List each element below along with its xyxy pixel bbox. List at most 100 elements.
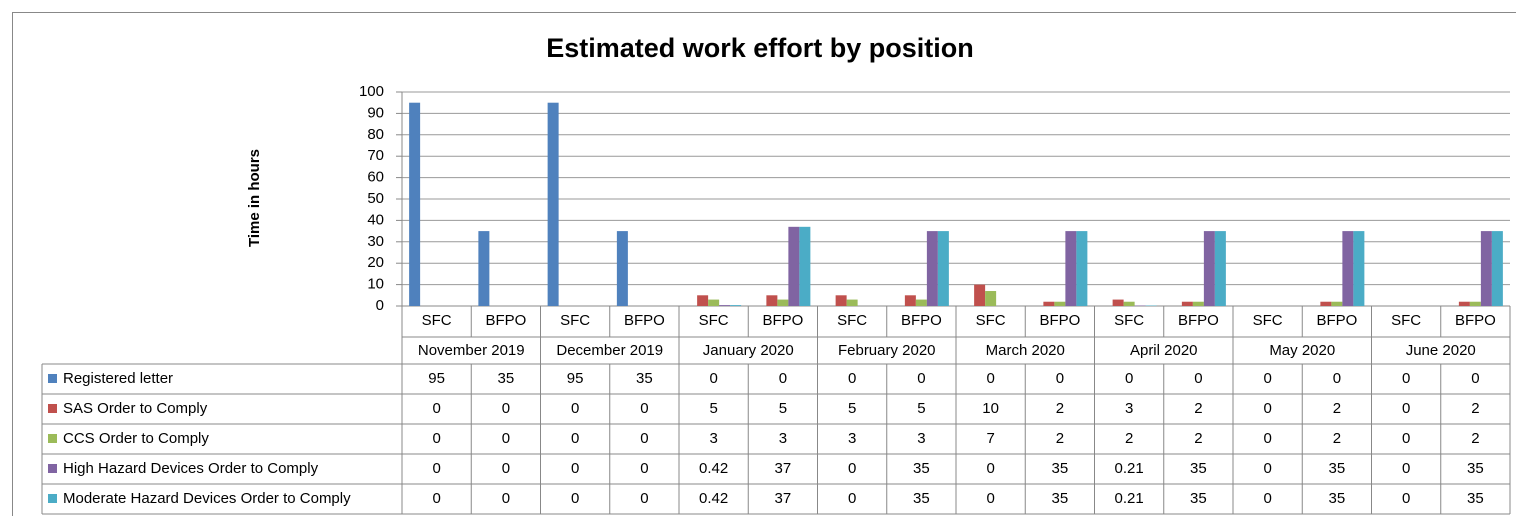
bar bbox=[1203, 231, 1215, 306]
table-value: 2 bbox=[1125, 430, 1133, 447]
bar bbox=[1491, 231, 1503, 306]
legend-key bbox=[48, 404, 57, 413]
x-tick-label: SFC bbox=[560, 312, 590, 329]
x-group-label: November 2019 bbox=[418, 342, 525, 359]
table-value: 0 bbox=[432, 400, 440, 417]
bar bbox=[1458, 301, 1470, 306]
x-tick-label: BFPO bbox=[485, 312, 526, 329]
y-tick-label: 70 bbox=[367, 147, 384, 164]
table-value: 35 bbox=[1052, 490, 1069, 507]
bar bbox=[1181, 301, 1193, 306]
bar bbox=[846, 299, 858, 306]
table-value: 0 bbox=[432, 460, 440, 477]
table-value: 2 bbox=[1056, 430, 1064, 447]
table-value: 5 bbox=[917, 400, 925, 417]
table-value: 0 bbox=[640, 400, 648, 417]
x-group-label: June 2020 bbox=[1406, 342, 1476, 359]
x-tick-label: BFPO bbox=[901, 312, 942, 329]
bar bbox=[697, 295, 709, 306]
bar bbox=[777, 299, 789, 306]
table-value: 35 bbox=[1190, 490, 1207, 507]
legend-label: Moderate Hazard Devices Order to Comply bbox=[63, 490, 351, 507]
bar bbox=[937, 231, 949, 306]
table-value: 0 bbox=[848, 370, 856, 387]
table-value: 3 bbox=[917, 430, 925, 447]
bar bbox=[1123, 301, 1135, 306]
table-value: 3 bbox=[1125, 400, 1133, 417]
x-tick-label: BFPO bbox=[1039, 312, 1080, 329]
bar bbox=[1076, 231, 1088, 306]
y-axis-label: Time in hours bbox=[246, 149, 263, 247]
table-value: 35 bbox=[1329, 460, 1346, 477]
table-value: 0 bbox=[640, 430, 648, 447]
table-value: 35 bbox=[913, 460, 930, 477]
legend-label: SAS Order to Comply bbox=[63, 400, 208, 417]
bar bbox=[1054, 301, 1066, 306]
table-value: 2 bbox=[1333, 430, 1341, 447]
table-value: 0 bbox=[1402, 430, 1410, 447]
table-value: 0 bbox=[432, 430, 440, 447]
table-value: 0 bbox=[571, 490, 579, 507]
bar bbox=[915, 299, 927, 306]
legend-label: Registered letter bbox=[63, 370, 173, 387]
chart-frame bbox=[12, 12, 1516, 516]
x-tick-label: SFC bbox=[1114, 312, 1144, 329]
x-tick-label: SFC bbox=[1391, 312, 1421, 329]
y-tick-label: 40 bbox=[367, 211, 384, 228]
table-value: 0 bbox=[1402, 370, 1410, 387]
table-value: 0.42 bbox=[699, 490, 728, 507]
table-value: 35 bbox=[636, 370, 653, 387]
bar bbox=[974, 284, 986, 306]
table-value: 0.42 bbox=[699, 460, 728, 477]
bar bbox=[985, 291, 997, 306]
table-value: 0 bbox=[502, 430, 510, 447]
bar bbox=[1043, 301, 1055, 306]
bar bbox=[719, 305, 731, 306]
table-value: 0 bbox=[1402, 460, 1410, 477]
bar bbox=[1353, 231, 1365, 306]
bar bbox=[799, 226, 811, 306]
table-value: 0 bbox=[986, 460, 994, 477]
table-value: 35 bbox=[913, 490, 930, 507]
bar bbox=[708, 299, 720, 306]
table-value: 10 bbox=[982, 400, 999, 417]
table-value: 2 bbox=[1056, 400, 1064, 417]
table-value: 2 bbox=[1194, 430, 1202, 447]
x-group-label: March 2020 bbox=[986, 342, 1065, 359]
table-value: 2 bbox=[1194, 400, 1202, 417]
table-value: 5 bbox=[709, 400, 717, 417]
table-value: 0 bbox=[571, 460, 579, 477]
x-tick-label: BFPO bbox=[1316, 312, 1357, 329]
table-value: 0 bbox=[986, 370, 994, 387]
table-value: 0 bbox=[1263, 370, 1271, 387]
table-value: 5 bbox=[848, 400, 856, 417]
table-value: 2 bbox=[1333, 400, 1341, 417]
y-tick-label: 0 bbox=[376, 297, 384, 314]
y-tick-label: 50 bbox=[367, 190, 384, 207]
table-value: 0 bbox=[1402, 490, 1410, 507]
table-value: 0 bbox=[986, 490, 994, 507]
table-value: 0 bbox=[1263, 430, 1271, 447]
table-value: 0 bbox=[1056, 370, 1064, 387]
y-tick-label: 80 bbox=[367, 126, 384, 143]
table-value: 2 bbox=[1471, 400, 1479, 417]
table-value: 3 bbox=[779, 430, 787, 447]
bar bbox=[1065, 231, 1077, 306]
bar bbox=[1342, 231, 1354, 306]
table-value: 0 bbox=[1125, 370, 1133, 387]
x-group-label: January 2020 bbox=[703, 342, 794, 359]
x-tick-label: BFPO bbox=[762, 312, 803, 329]
table-value: 0 bbox=[502, 460, 510, 477]
bar bbox=[1469, 301, 1481, 306]
table-value: 2 bbox=[1471, 430, 1479, 447]
y-tick-label: 30 bbox=[367, 233, 384, 250]
table-value: 37 bbox=[775, 460, 792, 477]
bar bbox=[1112, 299, 1124, 306]
bar bbox=[478, 231, 490, 306]
table-value: 0 bbox=[502, 400, 510, 417]
bar bbox=[1331, 301, 1343, 306]
table-value: 35 bbox=[1052, 460, 1069, 477]
x-group-label: December 2019 bbox=[556, 342, 663, 359]
table-value: 0 bbox=[1333, 370, 1341, 387]
bar bbox=[788, 226, 800, 306]
